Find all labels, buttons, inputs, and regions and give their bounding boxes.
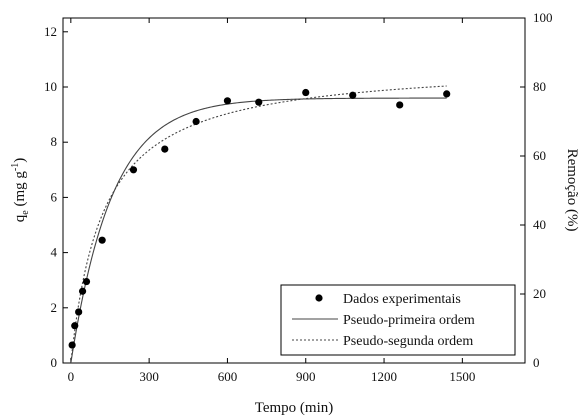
legend-marker-points [315, 294, 323, 302]
data-point [192, 117, 200, 126]
legend-label-pfo: Pseudo-primeira ordem [343, 313, 475, 328]
legend: Dados experimentais Pseudo-primeira orde… [280, 284, 516, 356]
x-tick-label: 0 [68, 369, 75, 384]
y-axis-title: qe (mg g-1) [10, 158, 31, 222]
y-axis-title-main: q [12, 214, 28, 222]
y-axis-title-superscript: -1 [10, 163, 21, 171]
y2-tick-label: 40 [533, 217, 546, 232]
data-point [68, 341, 76, 349]
y-tick-label: 10 [44, 79, 57, 94]
data-point [75, 308, 83, 316]
legend-label-points: Dados experimentais [343, 292, 461, 307]
y-tick-label: 8 [51, 134, 58, 149]
data-point [255, 98, 263, 106]
data-point [78, 287, 87, 295]
y2-axis-ticks: 0 20 40 60 80 100 [520, 10, 553, 370]
data-point [223, 97, 232, 105]
x-tick-label: 1500 [449, 369, 475, 384]
data-point [349, 91, 357, 99]
y-tick-label: 4 [51, 245, 58, 260]
legend-box [280, 284, 516, 356]
x-tick-label: 1200 [371, 369, 397, 384]
data-point [82, 277, 91, 286]
legend-label-pso: Pseudo-segunda ordem [343, 334, 473, 349]
y-axis-title-close: ) [12, 158, 28, 163]
y2-tick-label: 80 [533, 79, 546, 94]
x-axis-title: Tempo (min) [255, 400, 334, 416]
x-tick-label: 300 [139, 369, 159, 384]
x-tick-label: 600 [218, 369, 238, 384]
y-axis-title-unit: (mg g [12, 171, 28, 211]
y-axis-title-subscript: e [20, 210, 31, 215]
y2-axis-title: Remoção (%) [564, 149, 580, 232]
y-tick-label: 12 [44, 24, 57, 39]
y2-tick-label: 20 [533, 286, 546, 301]
y2-tick-label: 0 [533, 355, 540, 370]
plot-frame [62, 17, 526, 364]
y-tick-label: 0 [51, 355, 58, 370]
x-tick-label: 900 [296, 369, 316, 384]
data-point [98, 236, 106, 244]
data-point [129, 166, 138, 174]
y-tick-label: 2 [51, 300, 58, 315]
data-point [302, 88, 310, 97]
y2-tick-label: 100 [533, 10, 553, 25]
x-axis-ticks: 0 300 600 900 1200 1500 [68, 18, 475, 384]
data-point [396, 101, 404, 109]
data-point [71, 322, 79, 330]
y2-tick-label: 60 [533, 148, 546, 163]
data-point [443, 90, 451, 98]
data-point [161, 145, 169, 153]
experimental-points [68, 88, 451, 349]
y-axis-ticks: 0 2 4 6 8 10 12 [44, 24, 68, 370]
y-tick-label: 6 [51, 189, 58, 204]
